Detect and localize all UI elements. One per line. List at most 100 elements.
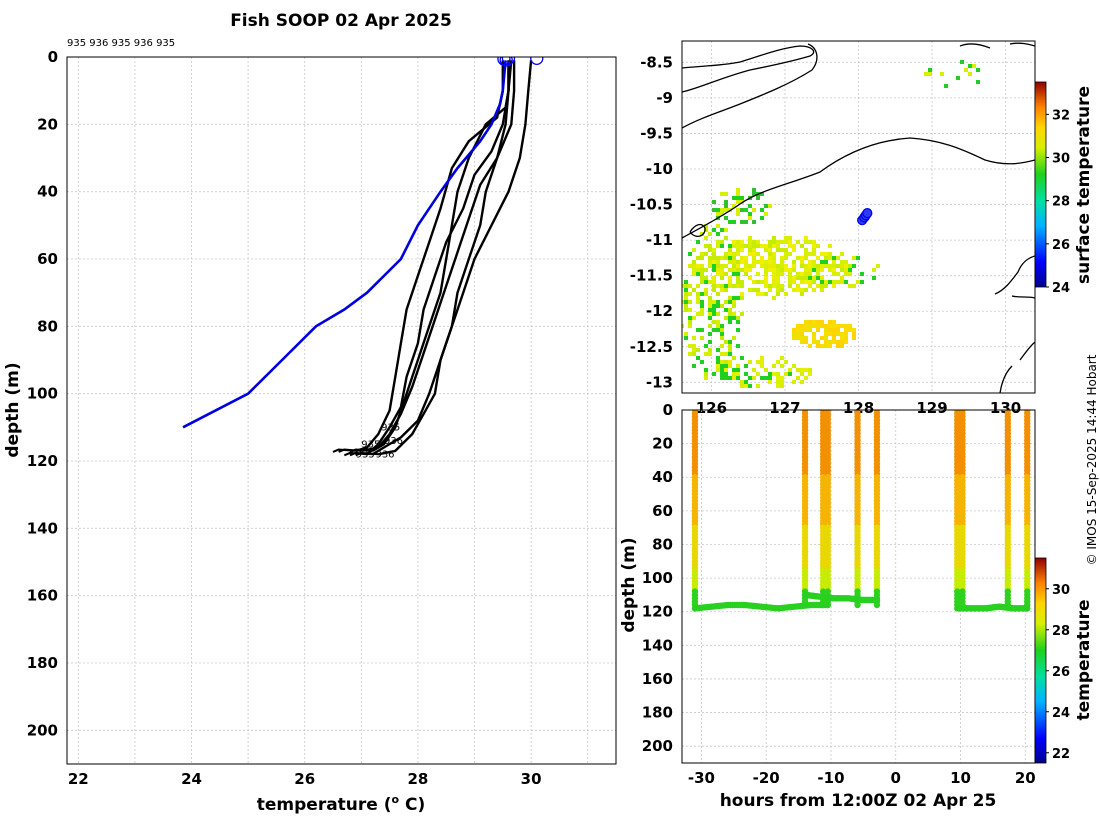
sst-pixel <box>832 260 836 264</box>
time-depth-ylabel: depth (m) <box>619 537 639 632</box>
sst-pixel <box>804 340 808 344</box>
sst-pixel <box>820 336 824 340</box>
sst-pixel <box>808 320 812 324</box>
profile-line-p3 <box>355 60 504 453</box>
sst-pixel <box>684 296 688 300</box>
credit: © IMOS 15-Sep-2025 14:44 Hobart <box>1085 354 1099 565</box>
sst-pixel <box>832 256 836 260</box>
sst-pixel <box>760 364 764 368</box>
left-ytick-label: 180 <box>27 654 58 672</box>
left-xtick-label: 24 <box>181 770 202 788</box>
sst-pixel <box>772 280 776 284</box>
left-ytick-label: 200 <box>27 721 58 739</box>
sst-pixel <box>796 256 800 260</box>
time-depth-xtick-label: 0 <box>891 769 901 787</box>
sst-pixel <box>924 72 928 76</box>
sst-pixel <box>732 256 736 260</box>
sst-pixel <box>708 264 712 268</box>
profile-end-label: 936 <box>384 436 403 447</box>
sst-pixel <box>800 244 804 248</box>
sst-pixel <box>768 268 772 272</box>
sst-pixel <box>708 324 712 328</box>
sst-pixel <box>744 384 748 388</box>
sst-pixel <box>708 316 712 320</box>
sst-pixel <box>744 256 748 260</box>
sst-pixel <box>736 240 740 244</box>
sst-pixel <box>808 284 812 288</box>
sst-pixel <box>744 220 748 224</box>
sst-pixel <box>712 276 716 280</box>
sst-pixel <box>732 272 736 276</box>
map-xtick-label: 127 <box>769 399 800 417</box>
sst-pixel <box>788 368 792 372</box>
sst-pixel <box>756 360 760 364</box>
sst-pixel <box>756 280 760 284</box>
sst-pixel <box>768 264 772 268</box>
sst-pixel <box>724 272 728 276</box>
sst-pixel <box>824 324 828 328</box>
sst-pixel <box>756 196 760 200</box>
sst-pixel <box>820 260 824 264</box>
map-colorbar-tick-label: 30 <box>1052 152 1070 167</box>
sst-pixel <box>688 344 692 348</box>
sst-pixel <box>776 292 780 296</box>
sst-pixel <box>776 380 780 384</box>
left-xtick-label: 26 <box>294 770 315 788</box>
sst-pixel <box>776 272 780 276</box>
sst-pixel <box>844 272 848 276</box>
sst-pixel <box>708 248 712 252</box>
sst-pixel <box>704 368 708 372</box>
sst-pixel <box>940 72 944 76</box>
sst-pixel <box>800 272 804 276</box>
sst-pixel <box>808 372 812 376</box>
profile-end-label: 935 <box>381 423 400 434</box>
sst-pixel <box>708 340 712 344</box>
sst-pixel <box>840 324 844 328</box>
sst-pixel <box>816 264 820 268</box>
sst-pixel <box>688 316 692 320</box>
sst-pixel <box>684 292 688 296</box>
sst-pixel <box>692 260 696 264</box>
sst-pixel <box>736 296 740 300</box>
sst-pixel <box>716 264 720 268</box>
sst-pixel <box>872 276 876 280</box>
sst-pixel <box>720 328 724 332</box>
sst-pixel <box>824 256 828 260</box>
sst-pixel <box>784 264 788 268</box>
sst-pixel <box>772 264 776 268</box>
sst-pixel <box>812 240 816 244</box>
sst-pixel <box>836 340 840 344</box>
coastline-australia <box>994 255 1035 393</box>
sst-pixel <box>720 256 724 260</box>
sst-pixel <box>736 260 740 264</box>
sst-pixel <box>752 248 756 252</box>
sst-pixel <box>760 192 764 196</box>
sst-pixel <box>692 272 696 276</box>
sst-pixel <box>832 336 836 340</box>
sst-pixel <box>944 84 948 88</box>
sst-pixel <box>688 320 692 324</box>
sst-pixel <box>732 372 736 376</box>
sst-pixel <box>752 368 756 372</box>
sst-pixel <box>800 324 804 328</box>
sst-pixel <box>716 224 720 228</box>
profile-bottom-hook <box>338 448 362 453</box>
sst-pixel <box>744 264 748 268</box>
sst-pixel <box>788 284 792 288</box>
map-sst-pixels <box>682 60 980 388</box>
sst-pixel <box>712 264 716 268</box>
coastline-north <box>682 45 815 93</box>
sst-pixel <box>844 336 848 340</box>
sst-pixel <box>700 268 704 272</box>
sst-pixel <box>816 344 820 348</box>
sst-pixel <box>780 240 784 244</box>
sst-pixel <box>708 256 712 260</box>
sst-pixel <box>740 284 744 288</box>
sst-pixel <box>720 368 724 372</box>
sst-pixel <box>836 332 840 336</box>
sst-pixel <box>788 240 792 244</box>
sst-pixel <box>760 244 764 248</box>
sst-pixel <box>828 332 832 336</box>
sst-pixel <box>704 268 708 272</box>
sst-pixel <box>928 72 932 76</box>
